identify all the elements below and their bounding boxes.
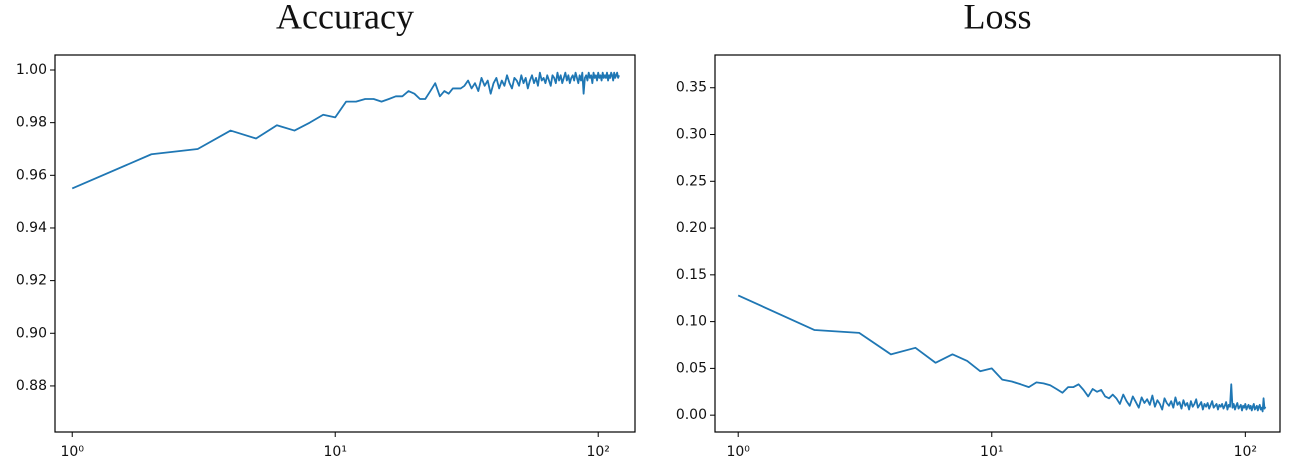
y-tick-label: 0.10: [676, 314, 707, 330]
y-tick-label: 0.00: [676, 407, 707, 423]
y-tick-label: 0.25: [676, 173, 707, 189]
y-tick-label: 0.94: [16, 220, 47, 236]
plot-frame: [714, 54, 1281, 433]
y-tick-label: 0.20: [676, 220, 707, 236]
x-tick-label: 10¹: [980, 444, 1003, 460]
y-tick-label: 0.92: [16, 273, 47, 289]
y-tick-label: 0.30: [676, 127, 707, 143]
y-tick-label: 0.15: [676, 267, 707, 283]
x-tick-label: 10¹: [324, 444, 347, 460]
x-tick-label: 10⁰: [726, 444, 750, 460]
chart-title: Accuracy: [276, 0, 414, 36]
data-line: [71, 71, 620, 190]
plot-frame: [54, 54, 636, 433]
y-tick-label: 0.35: [676, 80, 707, 96]
y-tick-label: 0.96: [16, 167, 47, 183]
x-tick-label: 10²: [586, 444, 609, 460]
y-tick-label: 1.00: [16, 62, 47, 78]
chart-title: Loss: [963, 0, 1031, 36]
data-line: [737, 294, 1267, 413]
y-tick-label: 0.88: [16, 378, 47, 394]
y-tick-label: 0.90: [16, 325, 47, 341]
x-tick-label: 10²: [1234, 444, 1257, 460]
y-tick-label: 0.05: [676, 360, 707, 376]
x-tick-label: 10⁰: [61, 444, 85, 460]
y-tick-label: 0.98: [16, 115, 47, 131]
